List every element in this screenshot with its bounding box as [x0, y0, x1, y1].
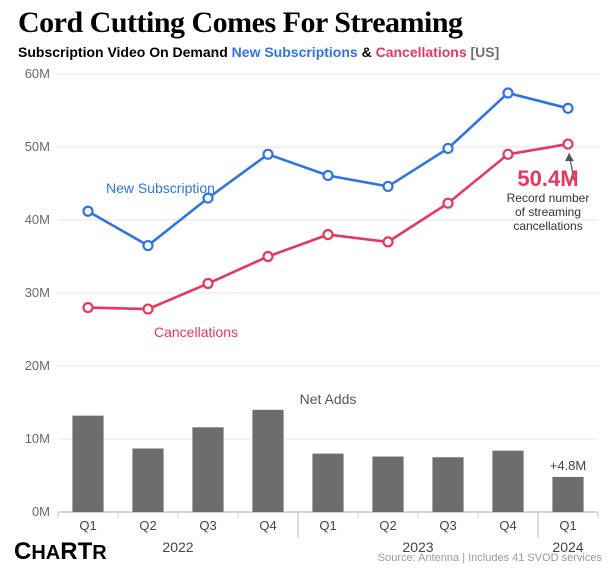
series-label-cancellations: Cancellations	[154, 324, 238, 340]
callout-arrowhead	[565, 153, 574, 161]
series-label-net-adds: Net Adds	[300, 391, 357, 407]
svg-text:Q2: Q2	[379, 518, 396, 533]
svg-text:Q1: Q1	[559, 518, 576, 533]
svg-text:40M: 40M	[25, 212, 50, 227]
svg-text:10M: 10M	[25, 431, 50, 446]
callout-line-1: Record number	[507, 191, 590, 205]
callout-line-2: of streaming	[515, 205, 581, 219]
series-label-new: New Subscription	[106, 180, 215, 196]
logo-part-4: R	[92, 542, 106, 564]
svg-text:Q1: Q1	[319, 518, 336, 533]
callout-value: 50.4M	[517, 166, 578, 191]
source-text: Source: Antenna | Includes 41 SVOD servi…	[378, 552, 602, 564]
logo-part-1: C	[14, 538, 31, 565]
svg-text:0M: 0M	[32, 504, 50, 519]
svg-text:30M: 30M	[25, 285, 50, 300]
markers-new-subscriptions	[84, 88, 573, 250]
logo-part-3: RT	[60, 538, 92, 565]
svg-text:20M: 20M	[25, 358, 50, 373]
svg-text:Q3: Q3	[199, 518, 216, 533]
chartr-logo: CHARTR	[14, 538, 107, 566]
logo-part-2: HA	[31, 542, 60, 564]
markers-cancellations	[84, 140, 573, 314]
svg-text:Q4: Q4	[259, 518, 276, 533]
svg-text:Q4: Q4	[499, 518, 516, 533]
svg-text:50M: 50M	[25, 139, 50, 154]
callout-line-3: cancellations	[513, 219, 582, 233]
svg-text:2022: 2022	[162, 539, 193, 555]
bars-net-adds	[72, 410, 583, 512]
svg-text:Q3: Q3	[439, 518, 456, 533]
svg-text:60M: 60M	[25, 66, 50, 81]
line-new-subscriptions	[88, 93, 568, 246]
chart-canvas: 0M 10M 20M 30M 40M 50M 60M New Subscription Ca…	[0, 0, 616, 576]
svg-text:Q1: Q1	[79, 518, 96, 533]
line-cancellations	[88, 144, 568, 309]
y-axis-labels: 0M 10M 20M 30M 40M 50M 60M	[25, 66, 50, 519]
svg-text:Q2: Q2	[139, 518, 156, 533]
last-bar-label: +4.8M	[550, 458, 587, 473]
gridlines	[58, 74, 598, 512]
quarter-labels: Q1 Q2 Q3 Q4 Q1 Q2 Q3 Q4 Q1	[79, 518, 576, 533]
